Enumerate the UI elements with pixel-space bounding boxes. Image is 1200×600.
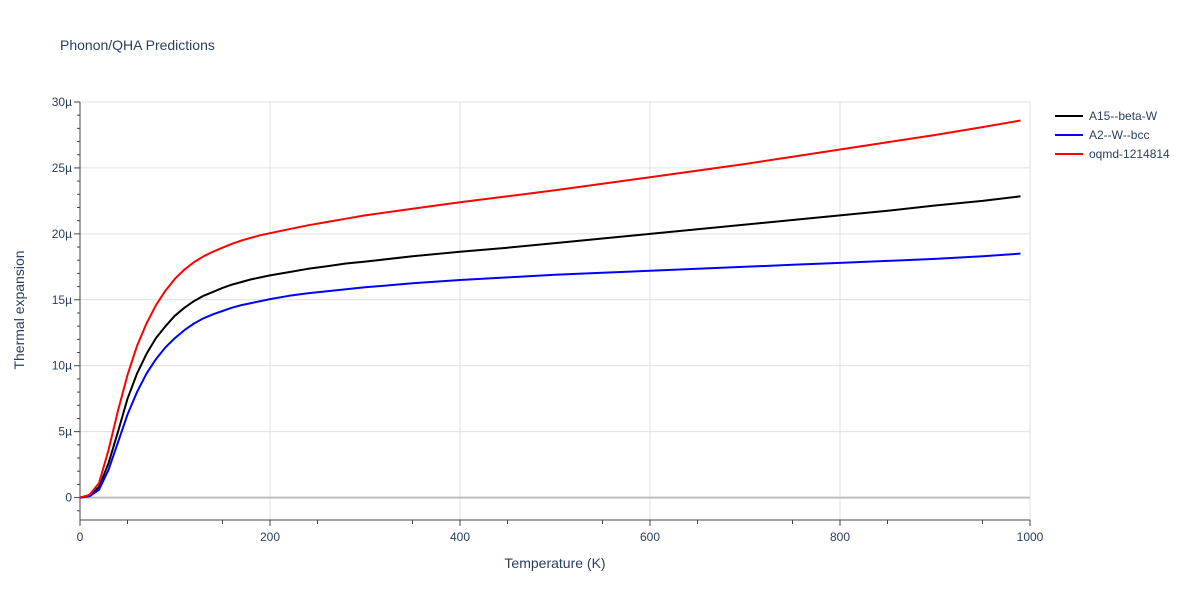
y-tick-label: 30µ — [52, 95, 72, 109]
series-line-1[interactable] — [79, 195, 1021, 499]
legend[interactable]: A15--beta-W A2--W--bcc oqmd-1214814 — [1055, 109, 1170, 161]
x-axis-title: Temperature (K) — [504, 555, 605, 571]
y-tick-label: 0 — [65, 491, 72, 505]
x-tick-label: 800 — [830, 530, 850, 544]
legend-label: A15--beta-W — [1089, 109, 1158, 123]
y-tick-label: 15µ — [52, 293, 72, 307]
axes — [74, 101, 1031, 526]
chart-title: Phonon/QHA Predictions — [60, 37, 215, 53]
series-line-2[interactable] — [79, 252, 1021, 499]
x-tick-label: 1000 — [1017, 530, 1044, 544]
gridlines — [80, 101, 1031, 520]
y-tick-label: 20µ — [52, 227, 72, 241]
legend-item-2[interactable]: A2--W--bcc — [1055, 128, 1149, 142]
y-axis-title: Thermal expansion — [11, 250, 27, 369]
x-tick-label: 0 — [77, 530, 84, 544]
x-tick-label: 400 — [450, 530, 470, 544]
y-axis-ticks: 0 5µ 10µ 15µ 20µ 25µ 30µ — [52, 95, 73, 505]
legend-label: oqmd-1214814 — [1089, 147, 1170, 161]
legend-label: A2--W--bcc — [1089, 128, 1149, 142]
x-tick-label: 600 — [640, 530, 660, 544]
x-tick-label: 200 — [260, 530, 280, 544]
x-axis-ticks: 0 200 400 600 800 1000 — [77, 530, 1044, 544]
series-line-3[interactable] — [79, 119, 1021, 499]
legend-item-1[interactable]: A15--beta-W — [1055, 109, 1158, 123]
y-tick-label: 25µ — [52, 161, 72, 175]
y-tick-label: 10µ — [52, 359, 72, 373]
plot-area[interactable] — [79, 119, 1021, 499]
y-tick-label: 5µ — [58, 425, 72, 439]
legend-item-3[interactable]: oqmd-1214814 — [1055, 147, 1170, 161]
